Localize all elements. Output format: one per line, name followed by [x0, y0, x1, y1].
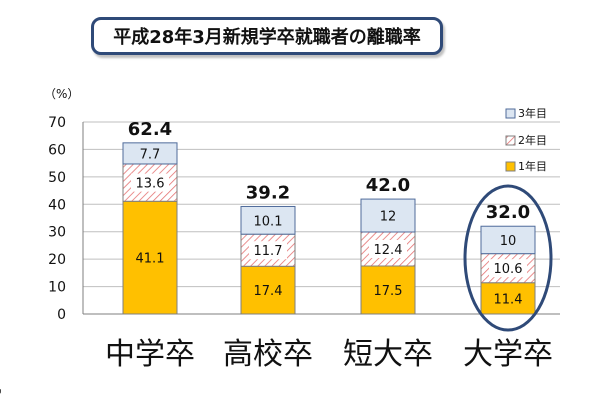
legend: 3年目 2年目 1年目	[505, 106, 547, 173]
data-label-bg	[131, 173, 169, 192]
total-label: 39.2	[246, 182, 290, 203]
data-label: 7.7	[140, 147, 161, 162]
bar-segment	[360, 265, 416, 315]
data-label: 11.7	[254, 244, 283, 259]
data-label: 10	[500, 234, 517, 249]
y-tick-label: 10	[48, 280, 66, 296]
data-label: 13.6	[136, 177, 165, 192]
highlight	[463, 184, 553, 332]
data-label: 10.1	[254, 214, 283, 229]
y-tick-label: 50	[48, 170, 66, 186]
data-label: 17.4	[254, 284, 283, 299]
data-label-bg	[369, 239, 407, 258]
highlight-ellipse	[463, 184, 553, 332]
x-category-label: 中学卒	[105, 337, 195, 372]
chart-title: 平成28年3月新規学卒就職者の離職率	[113, 27, 421, 48]
legend-label: 2年目	[518, 133, 547, 147]
data-label: 41.1	[136, 252, 165, 267]
legend-label: 1年目	[518, 159, 547, 173]
y-tick-label: 20	[48, 252, 66, 268]
y-tick-label: 30	[48, 225, 66, 241]
data-label: 12.4	[374, 243, 403, 258]
bar-segment	[480, 225, 536, 255]
data-label: 12	[380, 210, 397, 225]
x-category-label: 大学卒	[463, 337, 553, 372]
total-label: 32.0	[486, 202, 530, 223]
bar-segment	[360, 198, 416, 233]
data-label: 11.4	[494, 292, 523, 307]
data-labels: 41.1 13.6 7.7 62.4 17.4 11.7 10.1 39.2 17.5 12.4 1…	[128, 119, 530, 308]
page-number: 3	[0, 388, 3, 395]
axes: 0 10 20 30 40 50 60 70 （%） 中学卒 高校卒 短大卒 大学卒	[44, 87, 560, 372]
legend-swatch	[505, 161, 516, 172]
bar-segment	[122, 200, 178, 315]
y-tick-label: 70	[48, 115, 66, 131]
data-label: 17.5	[374, 284, 403, 299]
data-label-bg	[489, 259, 527, 278]
y-tick-label: 60	[48, 142, 66, 158]
legend-swatch	[505, 108, 516, 119]
bar-segment	[480, 282, 536, 315]
bar-segment	[240, 205, 296, 235]
total-label: 42.0	[366, 175, 410, 196]
data-label-bg	[249, 241, 287, 260]
total-label: 62.4	[128, 119, 172, 140]
data-label: 10.6	[494, 262, 523, 277]
x-category-label: 高校卒	[223, 337, 313, 372]
bars	[122, 142, 536, 315]
legend-swatch	[505, 135, 516, 146]
y-tick-label: 40	[48, 197, 66, 213]
y-axis-unit: （%）	[44, 87, 79, 101]
legend-label: 3年目	[518, 106, 547, 120]
x-category-label: 短大卒	[343, 337, 433, 372]
bar-segment	[122, 142, 178, 165]
chart-title-box: 平成28年3月新規学卒就職者の離職率	[91, 17, 443, 55]
y-tick-label: 0	[57, 307, 66, 323]
